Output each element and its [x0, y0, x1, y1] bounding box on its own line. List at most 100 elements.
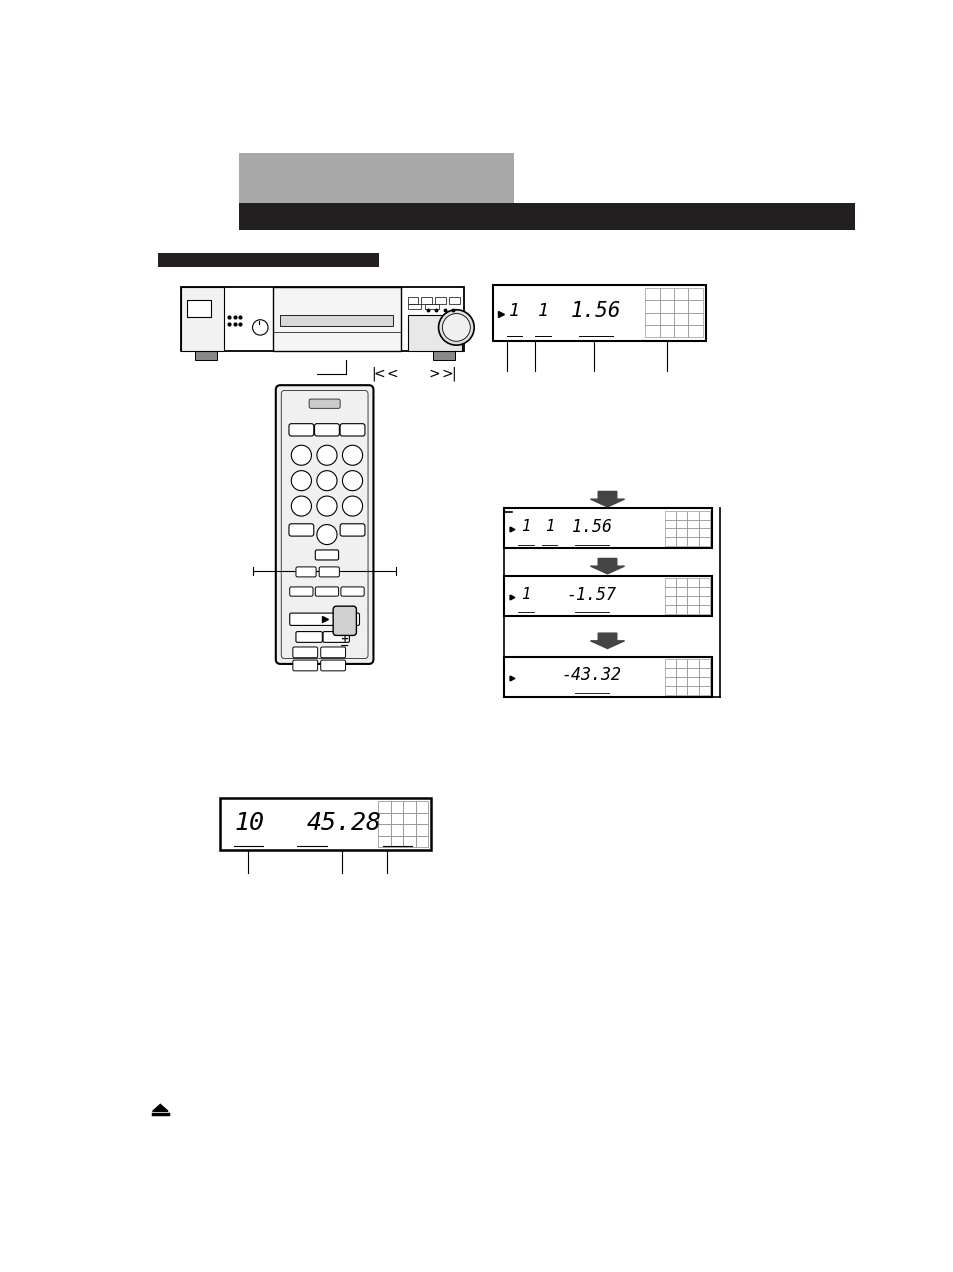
Bar: [377, 801, 391, 813]
Circle shape: [316, 524, 336, 544]
Bar: [377, 824, 391, 836]
Bar: [664, 528, 676, 537]
Bar: [421, 298, 432, 304]
Bar: [187, 300, 211, 317]
Bar: [416, 813, 428, 824]
Bar: [239, 153, 514, 202]
Bar: [676, 686, 686, 695]
Bar: [181, 287, 224, 351]
Bar: [664, 605, 676, 614]
Bar: [676, 519, 686, 528]
Bar: [698, 510, 709, 519]
Bar: [686, 659, 698, 668]
Bar: [659, 300, 674, 313]
Bar: [676, 528, 686, 537]
Bar: [686, 528, 698, 537]
Text: 1: 1: [544, 519, 554, 534]
Text: 1: 1: [521, 519, 530, 534]
Bar: [698, 659, 709, 668]
Bar: [698, 605, 709, 614]
Bar: [416, 824, 428, 836]
Bar: [698, 597, 709, 605]
Bar: [493, 285, 705, 341]
Circle shape: [253, 319, 268, 335]
Bar: [377, 836, 391, 847]
Bar: [659, 326, 674, 337]
Text: 1.56: 1.56: [570, 301, 620, 322]
FancyBboxPatch shape: [295, 632, 322, 642]
FancyBboxPatch shape: [295, 567, 315, 577]
Bar: [688, 326, 702, 337]
Bar: [504, 576, 711, 616]
FancyBboxPatch shape: [315, 550, 338, 560]
Bar: [504, 509, 711, 548]
Bar: [664, 668, 676, 677]
Bar: [391, 824, 403, 836]
Circle shape: [316, 445, 336, 466]
FancyBboxPatch shape: [293, 660, 317, 670]
FancyBboxPatch shape: [340, 524, 365, 536]
Bar: [686, 668, 698, 677]
FancyBboxPatch shape: [323, 632, 349, 642]
Bar: [407, 304, 421, 309]
Bar: [686, 510, 698, 519]
Bar: [698, 537, 709, 546]
Bar: [435, 298, 446, 304]
Bar: [676, 510, 686, 519]
Bar: [664, 588, 676, 597]
Circle shape: [291, 471, 311, 491]
Bar: [407, 315, 461, 351]
Bar: [676, 588, 686, 597]
Polygon shape: [152, 1104, 168, 1112]
Bar: [674, 326, 688, 337]
FancyBboxPatch shape: [289, 424, 314, 436]
FancyBboxPatch shape: [290, 586, 313, 597]
Circle shape: [342, 445, 362, 466]
Bar: [688, 300, 702, 313]
Bar: [504, 658, 711, 697]
FancyBboxPatch shape: [340, 424, 365, 436]
Circle shape: [342, 471, 362, 491]
Text: $\mathsf{|{\!\!<\!\!<}}$: $\mathsf{|{\!\!<\!\!<}}$: [371, 365, 398, 383]
Text: 45.28: 45.28: [306, 810, 381, 834]
Text: −: −: [339, 640, 349, 650]
FancyBboxPatch shape: [314, 424, 339, 436]
Bar: [686, 588, 698, 597]
FancyBboxPatch shape: [320, 660, 345, 670]
Bar: [676, 668, 686, 677]
Bar: [645, 300, 659, 313]
Bar: [686, 605, 698, 614]
Bar: [407, 298, 418, 304]
FancyBboxPatch shape: [309, 399, 340, 408]
Text: -43.32: -43.32: [561, 667, 621, 684]
Bar: [391, 801, 403, 813]
Bar: [676, 537, 686, 546]
Circle shape: [316, 496, 336, 516]
Bar: [280, 315, 393, 326]
Bar: [664, 677, 676, 686]
Bar: [676, 579, 686, 588]
Bar: [698, 588, 709, 597]
Bar: [686, 686, 698, 695]
Bar: [664, 579, 676, 588]
Bar: [664, 510, 676, 519]
Bar: [688, 289, 702, 300]
Bar: [688, 313, 702, 326]
Circle shape: [291, 496, 311, 516]
Bar: [676, 605, 686, 614]
Text: $\mathsf{>\!\!>\!\!|}$: $\mathsf{>\!\!>\!\!|}$: [425, 365, 456, 383]
Bar: [239, 202, 855, 230]
Text: 1: 1: [521, 588, 530, 602]
FancyBboxPatch shape: [293, 647, 317, 658]
Bar: [698, 519, 709, 528]
Circle shape: [438, 309, 474, 345]
Bar: [433, 351, 455, 360]
Text: 1: 1: [537, 303, 548, 321]
Circle shape: [342, 496, 362, 516]
FancyBboxPatch shape: [290, 613, 359, 626]
Bar: [664, 686, 676, 695]
Bar: [449, 298, 459, 304]
Bar: [674, 313, 688, 326]
Bar: [698, 677, 709, 686]
Bar: [645, 313, 659, 326]
